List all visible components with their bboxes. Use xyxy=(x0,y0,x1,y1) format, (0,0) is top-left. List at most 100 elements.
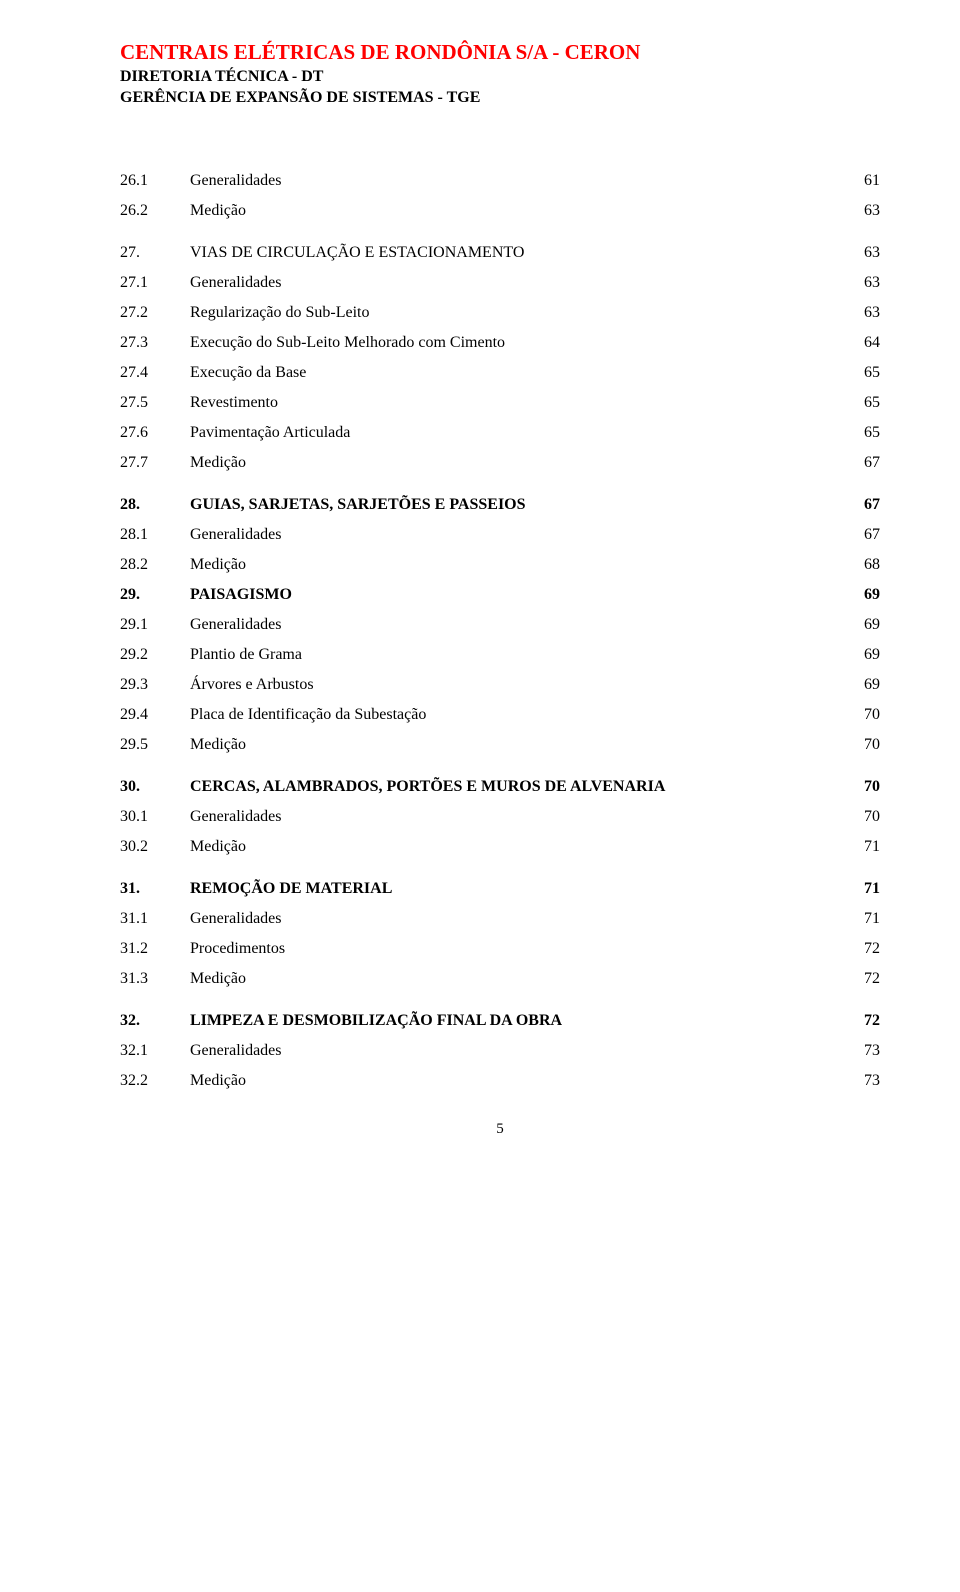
table-of-contents: 26.1Generalidades6126.2Medição6327.VIAS … xyxy=(120,169,880,1093)
toc-label: REMOÇÃO DE MATERIAL xyxy=(190,877,840,901)
toc-number: 29.1 xyxy=(120,613,190,637)
toc-number: 27.3 xyxy=(120,331,190,355)
toc-page: 71 xyxy=(840,907,880,931)
toc-page: 71 xyxy=(840,877,880,901)
toc-row: 32.LIMPEZA E DESMOBILIZAÇÃO FINAL DA OBR… xyxy=(120,1009,880,1033)
header-title: CENTRAIS ELÉTRICAS DE RONDÔNIA S/A - CER… xyxy=(120,40,880,65)
toc-row: 29.1Generalidades69 xyxy=(120,613,880,637)
toc-number: 29.2 xyxy=(120,643,190,667)
toc-label: Medição xyxy=(190,1069,840,1093)
toc-label: Medição xyxy=(190,733,840,757)
toc-row: 30.1Generalidades70 xyxy=(120,805,880,829)
toc-page: 72 xyxy=(840,967,880,991)
toc-page: 65 xyxy=(840,391,880,415)
toc-page: 70 xyxy=(840,775,880,799)
toc-label: Generalidades xyxy=(190,613,840,637)
toc-page: 73 xyxy=(840,1039,880,1063)
toc-row: 27.5Revestimento65 xyxy=(120,391,880,415)
toc-number: 31.2 xyxy=(120,937,190,961)
toc-label: Pavimentação Articulada xyxy=(190,421,840,445)
toc-label: GUIAS, SARJETAS, SARJETÕES E PASSEIOS xyxy=(190,493,840,517)
toc-number: 31. xyxy=(120,877,190,901)
header-line-2: GERÊNCIA DE EXPANSÃO DE SISTEMAS - TGE xyxy=(120,88,880,109)
toc-row: 28.1Generalidades67 xyxy=(120,523,880,547)
toc-row: 29.PAISAGISMO69 xyxy=(120,583,880,607)
toc-label: Medição xyxy=(190,835,840,859)
toc-number: 27. xyxy=(120,241,190,265)
document-header: CENTRAIS ELÉTRICAS DE RONDÔNIA S/A - CER… xyxy=(120,40,880,109)
toc-label: Procedimentos xyxy=(190,937,840,961)
toc-row: 32.1Generalidades73 xyxy=(120,1039,880,1063)
toc-page: 69 xyxy=(840,643,880,667)
toc-row: 26.2Medição63 xyxy=(120,199,880,223)
toc-label: Medição xyxy=(190,553,840,577)
toc-row: 31.3Medição72 xyxy=(120,967,880,991)
toc-page: 70 xyxy=(840,805,880,829)
toc-label: Regularização do Sub-Leito xyxy=(190,301,840,325)
toc-page: 72 xyxy=(840,937,880,961)
toc-label: Generalidades xyxy=(190,1039,840,1063)
toc-number: 32.2 xyxy=(120,1069,190,1093)
toc-number: 27.2 xyxy=(120,301,190,325)
toc-page: 68 xyxy=(840,553,880,577)
toc-number: 27.7 xyxy=(120,451,190,475)
toc-row: 27.2Regularização do Sub-Leito63 xyxy=(120,301,880,325)
toc-number: 27.5 xyxy=(120,391,190,415)
toc-number: 26.2 xyxy=(120,199,190,223)
toc-label: Medição xyxy=(190,451,840,475)
toc-label: Plantio de Grama xyxy=(190,643,840,667)
toc-page: 63 xyxy=(840,301,880,325)
toc-row: 27.6Pavimentação Articulada65 xyxy=(120,421,880,445)
toc-page: 69 xyxy=(840,583,880,607)
toc-number: 27.4 xyxy=(120,361,190,385)
toc-label: Árvores e Arbustos xyxy=(190,673,840,697)
toc-page: 65 xyxy=(840,361,880,385)
toc-label: Generalidades xyxy=(190,271,840,295)
toc-row: 27.VIAS DE CIRCULAÇÃO E ESTACIONAMENTO63 xyxy=(120,241,880,265)
toc-row: 27.4Execução da Base65 xyxy=(120,361,880,385)
toc-number: 31.3 xyxy=(120,967,190,991)
toc-page: 69 xyxy=(840,613,880,637)
toc-number: 28.2 xyxy=(120,553,190,577)
toc-number: 27.1 xyxy=(120,271,190,295)
toc-label: CERCAS, ALAMBRADOS, PORTÕES E MUROS DE A… xyxy=(190,775,840,799)
toc-number: 31.1 xyxy=(120,907,190,931)
toc-row: 31.2Procedimentos72 xyxy=(120,937,880,961)
toc-row: 29.4Placa de Identificação da Subestação… xyxy=(120,703,880,727)
toc-label: Generalidades xyxy=(190,907,840,931)
toc-page: 65 xyxy=(840,421,880,445)
toc-label: PAISAGISMO xyxy=(190,583,840,607)
page-number: 5 xyxy=(120,1121,880,1138)
toc-label: Placa de Identificação da Subestação xyxy=(190,703,840,727)
toc-row: 27.7Medição67 xyxy=(120,451,880,475)
toc-page: 73 xyxy=(840,1069,880,1093)
toc-label: Generalidades xyxy=(190,169,840,193)
toc-label: Medição xyxy=(190,199,840,223)
toc-row: 29.3Árvores e Arbustos69 xyxy=(120,673,880,697)
toc-label: Execução da Base xyxy=(190,361,840,385)
toc-number: 27.6 xyxy=(120,421,190,445)
toc-row: 29.5Medição70 xyxy=(120,733,880,757)
toc-row: 28.2Medição68 xyxy=(120,553,880,577)
toc-page: 67 xyxy=(840,451,880,475)
toc-page: 69 xyxy=(840,673,880,697)
toc-page: 71 xyxy=(840,835,880,859)
toc-row: 30.CERCAS, ALAMBRADOS, PORTÕES E MUROS D… xyxy=(120,775,880,799)
toc-number: 28.1 xyxy=(120,523,190,547)
toc-page: 70 xyxy=(840,733,880,757)
toc-number: 29. xyxy=(120,583,190,607)
toc-number: 32.1 xyxy=(120,1039,190,1063)
toc-number: 29.3 xyxy=(120,673,190,697)
toc-page: 67 xyxy=(840,523,880,547)
toc-number: 29.4 xyxy=(120,703,190,727)
toc-page: 61 xyxy=(840,169,880,193)
toc-label: Medição xyxy=(190,967,840,991)
toc-row: 29.2Plantio de Grama69 xyxy=(120,643,880,667)
toc-row: 26.1Generalidades61 xyxy=(120,169,880,193)
toc-number: 30.1 xyxy=(120,805,190,829)
toc-label: Execução do Sub-Leito Melhorado com Cime… xyxy=(190,331,840,355)
toc-page: 67 xyxy=(840,493,880,517)
toc-label: LIMPEZA E DESMOBILIZAÇÃO FINAL DA OBRA xyxy=(190,1009,840,1033)
toc-page: 63 xyxy=(840,271,880,295)
toc-label: Generalidades xyxy=(190,523,840,547)
